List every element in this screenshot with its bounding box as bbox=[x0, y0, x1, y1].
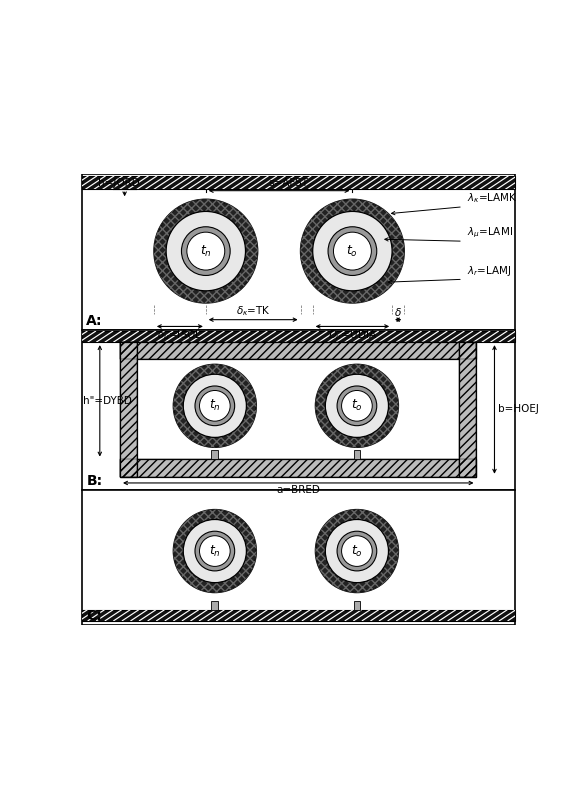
Bar bbox=[120, 342, 137, 477]
Bar bbox=[81, 490, 514, 626]
Text: h"=DYBD: h"=DYBD bbox=[83, 396, 132, 406]
Circle shape bbox=[315, 364, 399, 447]
Bar bbox=[459, 342, 477, 477]
Circle shape bbox=[313, 211, 392, 291]
Bar bbox=[120, 342, 137, 477]
Text: $\delta_\mu$=ISOL: $\delta_\mu$=ISOL bbox=[157, 329, 203, 343]
Text: s=AFST: s=AFST bbox=[268, 178, 308, 188]
Text: a=BRED: a=BRED bbox=[276, 485, 320, 495]
Bar bbox=[81, 176, 514, 189]
Text: $t_n$: $t_n$ bbox=[209, 543, 221, 558]
Text: $t_o$: $t_o$ bbox=[351, 543, 363, 558]
Circle shape bbox=[166, 211, 246, 291]
Circle shape bbox=[183, 375, 246, 437]
Text: $D_\mu$=UDIA: $D_\mu$=UDIA bbox=[328, 329, 377, 343]
Bar bbox=[137, 360, 459, 459]
Bar bbox=[120, 342, 477, 360]
Bar bbox=[81, 331, 514, 342]
Bar bbox=[120, 342, 477, 360]
Circle shape bbox=[300, 200, 404, 303]
Bar bbox=[81, 174, 514, 330]
Text: b=HOEJ: b=HOEJ bbox=[498, 405, 538, 414]
Text: C:: C: bbox=[86, 609, 102, 623]
Circle shape bbox=[333, 232, 371, 270]
Text: $t_o$: $t_o$ bbox=[351, 398, 363, 413]
Circle shape bbox=[342, 390, 372, 421]
Bar bbox=[81, 610, 514, 621]
Text: B:: B: bbox=[86, 474, 102, 488]
Bar bbox=[211, 451, 218, 459]
Circle shape bbox=[173, 509, 256, 592]
Bar bbox=[459, 342, 477, 477]
Bar bbox=[81, 330, 514, 490]
Bar bbox=[81, 176, 514, 189]
Circle shape bbox=[315, 509, 399, 592]
Text: $t_o$: $t_o$ bbox=[346, 244, 359, 259]
Text: A:: A: bbox=[86, 314, 103, 328]
Bar bbox=[81, 331, 514, 342]
Circle shape bbox=[337, 531, 377, 571]
Circle shape bbox=[154, 200, 258, 303]
Text: $\lambda_r$=LAMJ: $\lambda_r$=LAMJ bbox=[467, 265, 512, 279]
Circle shape bbox=[195, 531, 235, 571]
Circle shape bbox=[337, 386, 377, 425]
Text: $\lambda_\kappa$=LAMK: $\lambda_\kappa$=LAMK bbox=[467, 192, 518, 205]
Bar bbox=[211, 600, 218, 610]
Circle shape bbox=[182, 227, 230, 276]
Circle shape bbox=[342, 535, 372, 566]
Bar bbox=[81, 610, 514, 621]
Circle shape bbox=[200, 390, 230, 421]
Circle shape bbox=[195, 386, 235, 425]
Circle shape bbox=[325, 520, 389, 583]
Circle shape bbox=[173, 364, 256, 447]
Circle shape bbox=[200, 535, 230, 566]
Circle shape bbox=[183, 520, 246, 583]
Bar bbox=[120, 459, 477, 477]
Text: $t_n$: $t_n$ bbox=[209, 398, 221, 413]
Bar bbox=[120, 459, 477, 477]
Circle shape bbox=[325, 375, 389, 437]
Circle shape bbox=[328, 227, 377, 276]
Bar bbox=[353, 451, 360, 459]
Text: $\lambda_\mu$=LAMI: $\lambda_\mu$=LAMI bbox=[467, 226, 513, 240]
Text: $\delta_\kappa$=TK: $\delta_\kappa$=TK bbox=[236, 304, 271, 318]
Text: $\delta$: $\delta$ bbox=[394, 306, 402, 318]
Text: $t_n$: $t_n$ bbox=[200, 244, 212, 259]
Bar bbox=[353, 600, 360, 610]
Text: h=JORD: h=JORD bbox=[98, 178, 139, 188]
Circle shape bbox=[187, 232, 225, 270]
